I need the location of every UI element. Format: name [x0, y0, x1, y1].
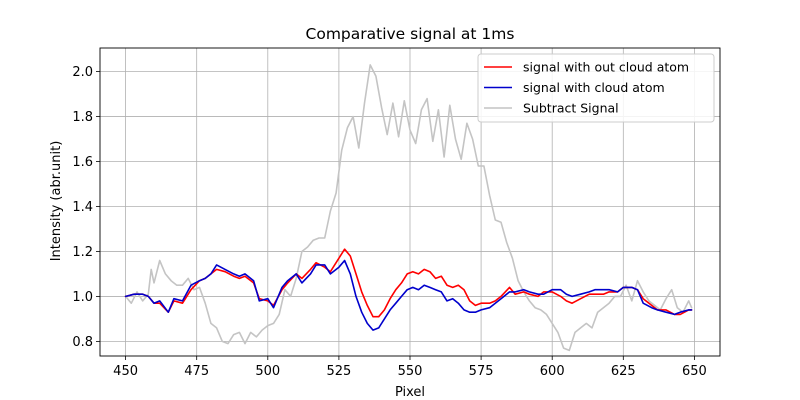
legend-label-1: signal with cloud atom: [523, 80, 665, 95]
x-tick-label: 525: [326, 364, 351, 379]
x-axis-label: Pixel: [395, 385, 425, 400]
y-tick-label: 1.4: [72, 200, 93, 215]
y-tick-label: 1.0: [72, 290, 93, 305]
series-line-2: [124, 64, 693, 352]
y-tick-label: 2.0: [72, 65, 93, 80]
x-tick-label: 450: [113, 364, 138, 379]
y-tick-label: 1.2: [72, 245, 93, 260]
x-tick-label: 600: [540, 364, 565, 379]
legend-label-2: Subtract Signal: [523, 101, 619, 116]
legend: signal with out cloud atom signal with c…: [477, 53, 715, 123]
series-line-1: [124, 259, 693, 331]
x-tick-label: 550: [398, 364, 423, 379]
y-tick-label: 0.8: [72, 335, 93, 350]
y-axis: 0.8 1.0 1.2 1.4 1.6 1.8 2.0: [72, 65, 100, 350]
x-tick-label: 500: [255, 364, 280, 379]
x-tick-label: 575: [469, 364, 494, 379]
series-lines: [124, 64, 693, 352]
y-tick-label: 1.8: [72, 110, 93, 125]
legend-box: [477, 53, 715, 123]
legend-label-0: signal with out cloud atom: [523, 60, 689, 75]
x-tick-label: 625: [611, 364, 636, 379]
chart-title: Comparative signal at 1ms: [306, 25, 515, 43]
x-tick-label: 650: [682, 364, 707, 379]
x-tick-label: 475: [184, 364, 209, 379]
series-line-0: [124, 248, 693, 318]
y-axis-label: Intensity (abr.unit): [49, 141, 64, 262]
x-axis: 450 475 500 525 550 575 600 625 650: [113, 356, 707, 379]
y-tick-label: 1.6: [72, 155, 93, 170]
